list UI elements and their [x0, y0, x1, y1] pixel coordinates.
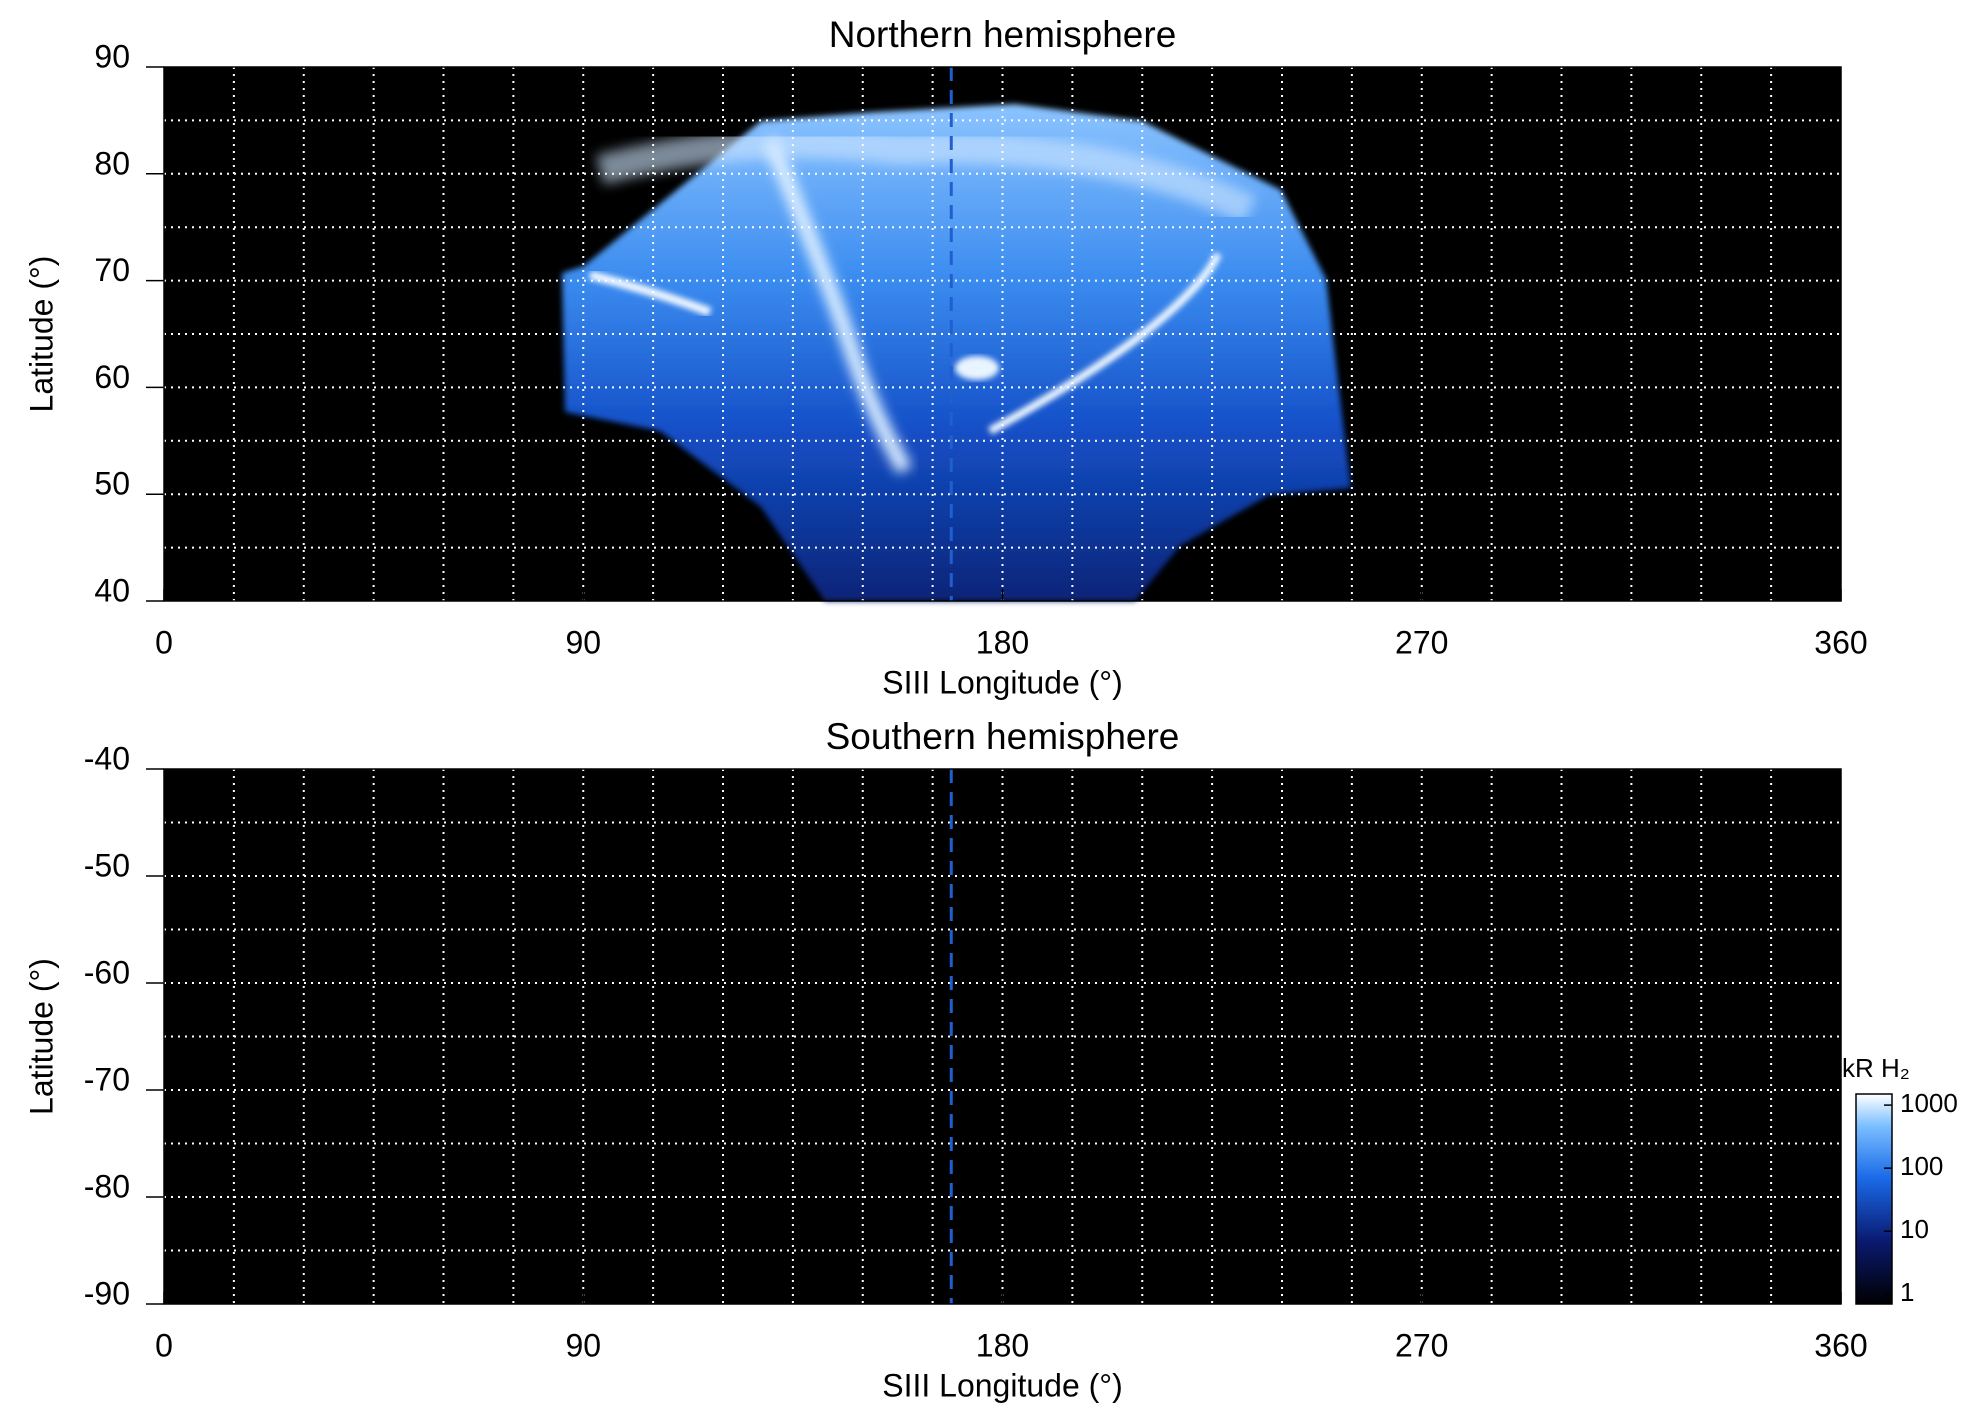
y-axis-title: Latitude (°)	[23, 256, 59, 413]
y-axis-title: Latitude (°)	[23, 958, 59, 1115]
y-tick-label: 60	[94, 359, 130, 395]
chart-title: Northern hemisphere	[829, 14, 1177, 55]
emission-band	[596, 128, 1257, 224]
x-tick-label: 180	[976, 1327, 1029, 1363]
y-tick-label: 80	[94, 145, 130, 181]
emission-spot	[955, 356, 999, 380]
y-tick-label: -40	[84, 740, 130, 776]
y-tick-label: -90	[84, 1275, 130, 1311]
x-tick-label: 90	[565, 624, 601, 660]
emission-region	[562, 104, 1351, 601]
emission-arc	[762, 136, 912, 475]
colorbar	[1855, 1093, 1893, 1305]
y-tick-label: -50	[84, 847, 130, 883]
emission-arc	[588, 270, 712, 317]
y-tick-label: 70	[94, 252, 130, 288]
chart-title: Southern hemisphere	[826, 716, 1180, 757]
x-tick-label: 0	[155, 1327, 173, 1363]
y-tick-label: 40	[94, 572, 130, 608]
x-tick-label: 360	[1814, 624, 1867, 660]
aurora-image	[562, 104, 1351, 601]
x-axis-title: SIII Longitude (°)	[882, 1367, 1122, 1403]
x-tick-label: 270	[1395, 624, 1448, 660]
colorbar-tick-label: 10	[1900, 1214, 1929, 1244]
x-tick-label: 270	[1395, 1327, 1448, 1363]
y-tick-label: -60	[84, 954, 130, 990]
x-tick-label: 180	[976, 624, 1029, 660]
colorbar-label: kR H₂	[1842, 1053, 1910, 1083]
colorbar-tick-label: 1	[1900, 1277, 1914, 1307]
y-tick-label: -70	[84, 1061, 130, 1097]
emission-arc	[988, 252, 1222, 435]
y-tick-label: 90	[94, 38, 130, 74]
colorbar-tick-label: 1000	[1900, 1088, 1958, 1118]
colorbar-tick-label: 100	[1900, 1151, 1943, 1181]
y-tick-label: 50	[94, 466, 130, 502]
x-tick-label: 360	[1814, 1327, 1867, 1363]
x-tick-label: 0	[155, 624, 173, 660]
x-axis-title: SIII Longitude (°)	[882, 664, 1122, 700]
x-tick-label: 90	[565, 1327, 601, 1363]
y-tick-label: -80	[84, 1168, 130, 1204]
